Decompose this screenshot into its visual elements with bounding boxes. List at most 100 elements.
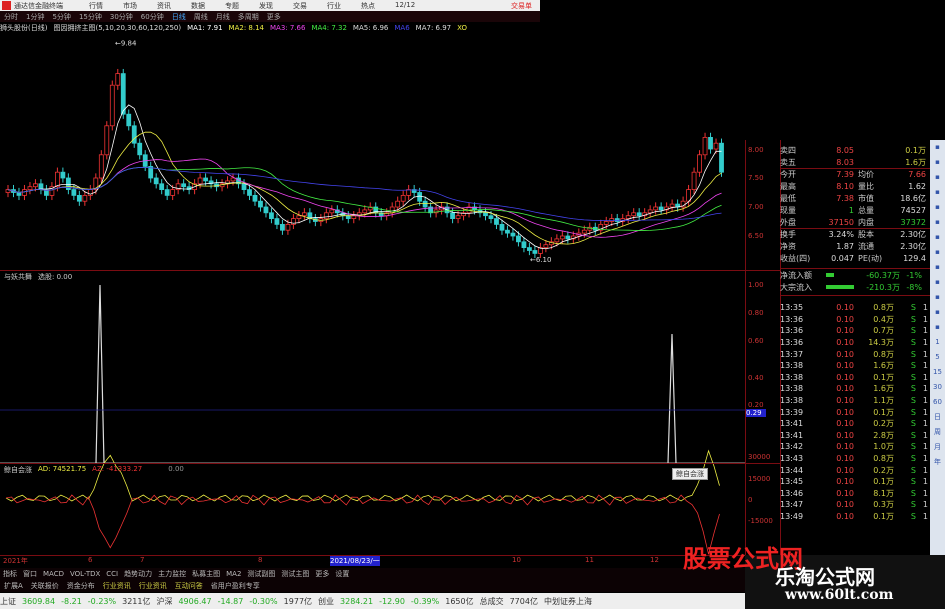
tool-period[interactable]: 日: [934, 413, 941, 421]
candle: [565, 235, 571, 240]
tool-period[interactable]: 60: [933, 398, 942, 406]
ind1-spike: [667, 333, 677, 464]
pen-icon[interactable]: ▪: [935, 293, 940, 301]
ma-value: MA1: 7.91: [187, 23, 223, 32]
candle: [159, 183, 165, 191]
chart-icon[interactable]: ▪: [935, 143, 940, 151]
tick-cell: 0.10: [836, 384, 854, 394]
list-icon[interactable]: ▪: [935, 173, 940, 181]
chart-area[interactable]: ←9.84 ←6.10: [0, 33, 745, 555]
table-icon[interactable]: ▪: [935, 188, 940, 196]
extension-tab[interactable]: 省用户盈利专享: [210, 582, 260, 590]
tick-cell: S: [910, 326, 916, 336]
period-tab[interactable]: 分时: [4, 12, 18, 21]
menu-item[interactable]: 资讯: [157, 1, 171, 10]
menu-item[interactable]: 交易: [293, 1, 307, 10]
extension-tab[interactable]: 互动问答: [174, 582, 203, 590]
menu-item[interactable]: 行业: [327, 1, 341, 10]
menu-item[interactable]: 热点: [361, 1, 375, 10]
menu-item[interactable]: 行情: [89, 1, 103, 10]
menu-item[interactable]: 12/12: [395, 0, 416, 9]
tool-period[interactable]: 1: [935, 338, 940, 346]
indicator-tab[interactable]: CCI: [106, 570, 119, 578]
square-icon[interactable]: ▪: [935, 158, 940, 166]
indicator-tab[interactable]: 设置: [335, 570, 350, 578]
extension-tab[interactable]: 关联报价: [30, 582, 59, 590]
tick-cell: S: [910, 372, 916, 382]
period-tab[interactable]: 1分钟: [26, 12, 45, 21]
tool-period[interactable]: 月: [934, 443, 941, 451]
period-tab[interactable]: 周线: [193, 12, 208, 21]
period-tab[interactable]: 5分钟: [52, 12, 71, 21]
candle: [450, 212, 455, 220]
candle: [505, 229, 510, 234]
indicator-tab[interactable]: 私募主图: [192, 570, 221, 578]
period-tab[interactable]: 日线: [171, 12, 186, 21]
period-tab[interactable]: 更多: [266, 12, 281, 21]
indicator-tab[interactable]: 主力监控: [158, 570, 187, 578]
candle: [22, 189, 27, 196]
indicator-tab[interactable]: MA2: [226, 570, 242, 578]
candle: [669, 203, 675, 208]
quote-cell: 8.03: [836, 157, 854, 167]
period-tab[interactable]: 月线: [215, 12, 230, 21]
indicator-tab[interactable]: 指标: [3, 570, 17, 578]
window-icon[interactable]: ▪: [935, 308, 940, 316]
candle: [636, 212, 642, 217]
menu-item[interactable]: 专题: [225, 1, 239, 10]
period-tab[interactable]: 30分钟: [109, 12, 133, 21]
candle: [16, 192, 22, 196]
indicator-tab[interactable]: 测试副图: [247, 570, 276, 578]
ind1-legend: 与妖共舞 选股: 0.00: [4, 272, 72, 282]
menu-item[interactable]: 数据: [191, 1, 205, 10]
stock-name: 狮头股份(日线): [0, 23, 48, 32]
period-tab[interactable]: 多周期: [237, 12, 259, 21]
quote-cell: 量比: [858, 181, 874, 191]
extension-tab[interactable]: 资金分布: [66, 582, 95, 590]
tool-period[interactable]: 30: [933, 383, 942, 391]
grid-icon[interactable]: ▪: [935, 233, 940, 241]
refresh-icon[interactable]: ▪: [935, 323, 940, 331]
extension-tab[interactable]: 扩展A: [4, 582, 23, 590]
period-tab[interactable]: 15分钟: [78, 12, 102, 21]
tick-cell: 0.10: [836, 314, 854, 324]
period-tab[interactable]: 60分钟: [140, 12, 164, 21]
status-item: -0.30%: [249, 596, 278, 606]
indicator-tab[interactable]: MACD: [43, 570, 64, 578]
candle: [104, 125, 110, 156]
gear-icon[interactable]: ▪: [935, 203, 940, 211]
indicator-tab[interactable]: 趋势动力: [124, 570, 153, 578]
quote-cell: 2.30亿: [900, 230, 926, 239]
indicator-tab[interactable]: VOL-TDX: [69, 570, 101, 578]
tick-cell: 0.3万: [873, 500, 894, 510]
ma-line: [7, 167, 722, 221]
tick-cell: S: [910, 407, 916, 417]
tick-list[interactable]: 13:35 0.10 0.8万 S 1 13:36 0.10 0.4万 S 1 13:36 0.10 0…: [780, 295, 930, 522]
tooltip: 鲸自会涨: [672, 468, 708, 480]
extension-tab[interactable]: 行业资讯: [102, 582, 131, 590]
tool-period[interactable]: 15: [933, 368, 942, 376]
flag-icon[interactable]: ▪: [935, 248, 940, 256]
indicator-tab[interactable]: 窗口: [23, 570, 37, 578]
clock-icon[interactable]: ▪: [935, 218, 940, 226]
candle: [280, 223, 285, 231]
tool-period[interactable]: 年: [934, 458, 941, 466]
quote-cell: 总量: [858, 205, 874, 215]
tick-row: 13:35 0.10 0.8万 S 1: [780, 302, 930, 314]
extension-tab[interactable]: 行业资讯: [138, 582, 167, 590]
status-item: 中划证券上海: [543, 596, 592, 606]
candle: [647, 209, 653, 214]
tick-cell: 1: [922, 442, 928, 452]
plus-icon[interactable]: ▪: [935, 278, 940, 286]
menu-item[interactable]: 市场: [123, 1, 137, 10]
user-icon[interactable]: ▪: [935, 263, 940, 271]
ma-value: MA6: [394, 23, 410, 32]
menu-item[interactable]: 发现: [259, 1, 273, 10]
trade-button[interactable]: 交易单: [511, 1, 532, 10]
tool-period[interactable]: 5: [935, 353, 940, 361]
tick-cell: S: [910, 500, 916, 510]
indicator-tab[interactable]: 更多: [315, 570, 330, 578]
tool-period[interactable]: 周: [934, 428, 941, 436]
indicator-tab[interactable]: 测试主图: [281, 570, 310, 578]
quote-row: 外盘 37150 内盘 37372: [780, 216, 930, 228]
